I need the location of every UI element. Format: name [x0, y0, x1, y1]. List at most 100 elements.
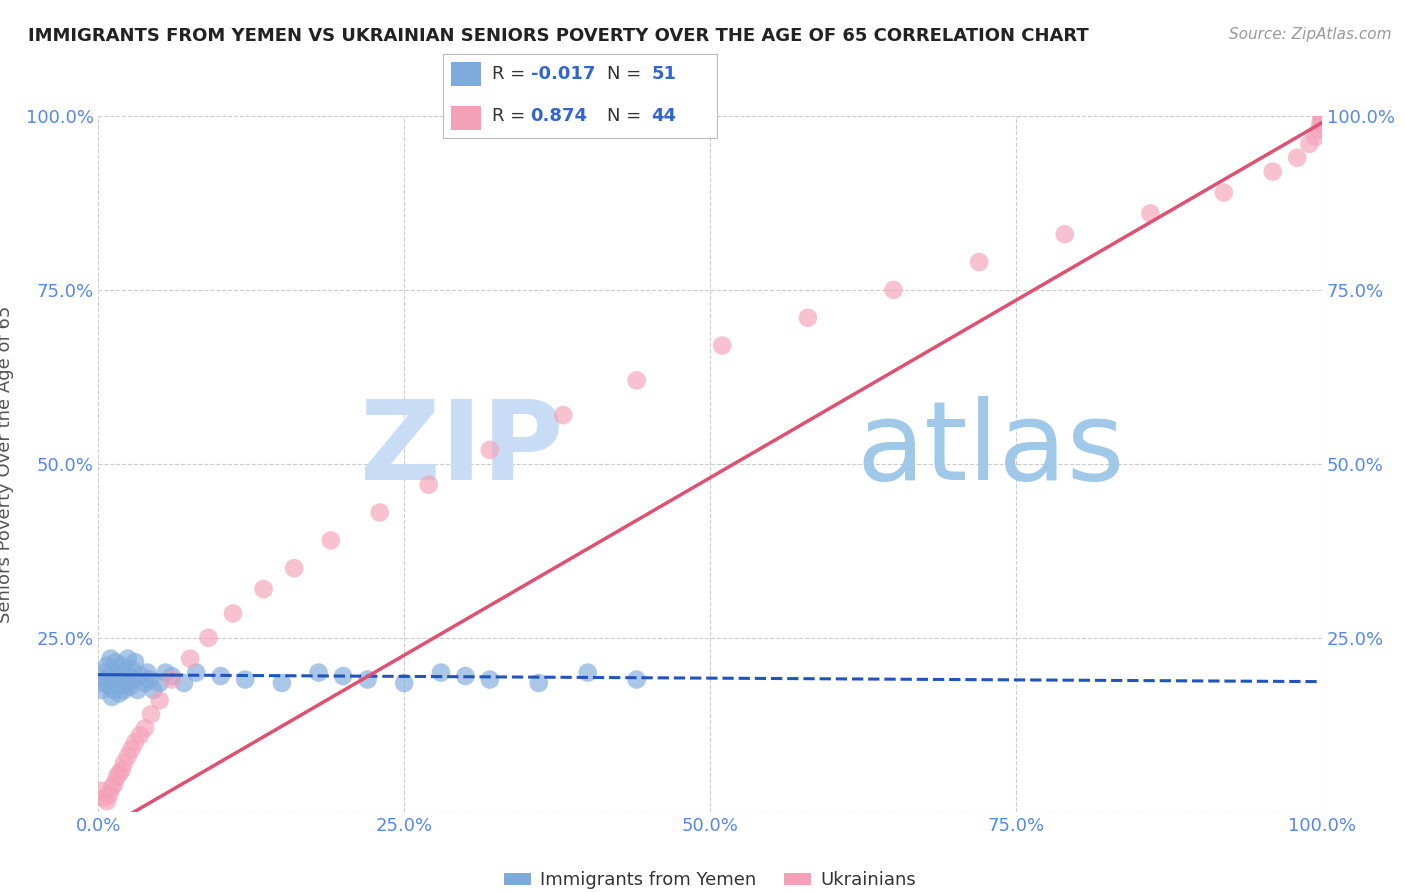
Text: Source: ZipAtlas.com: Source: ZipAtlas.com — [1229, 27, 1392, 42]
Point — [108, 686, 131, 700]
Point — [478, 442, 501, 457]
Point — [626, 673, 648, 687]
Point — [129, 669, 152, 683]
Point — [1308, 123, 1330, 137]
Text: 51: 51 — [651, 65, 676, 83]
Point — [134, 676, 156, 690]
Point — [127, 683, 149, 698]
Point — [1212, 186, 1234, 200]
Point — [111, 673, 134, 687]
Point — [103, 777, 125, 791]
Text: atlas: atlas — [856, 396, 1125, 503]
Point — [121, 673, 143, 687]
Point — [1305, 129, 1327, 144]
Point — [134, 721, 156, 735]
Point — [553, 408, 575, 422]
Point — [108, 766, 131, 780]
Point — [155, 665, 177, 680]
Point — [105, 676, 128, 690]
Point — [124, 655, 146, 669]
Point — [1310, 109, 1333, 123]
Point — [1139, 206, 1161, 220]
Point — [104, 655, 127, 669]
Point — [120, 742, 142, 756]
Point — [149, 693, 172, 707]
Point — [368, 506, 391, 520]
Point — [356, 673, 378, 687]
Point — [111, 763, 134, 777]
Point — [96, 794, 118, 808]
Point — [112, 756, 135, 770]
Point — [527, 676, 550, 690]
Point — [105, 770, 128, 784]
Point — [1261, 164, 1284, 178]
Point — [120, 662, 142, 676]
Point — [112, 683, 135, 698]
Point — [967, 255, 990, 269]
Bar — [451, 106, 481, 130]
Point — [430, 665, 453, 680]
Point — [120, 680, 142, 694]
Point — [91, 784, 114, 798]
Point — [129, 728, 152, 742]
Point — [209, 669, 232, 683]
Point — [233, 673, 256, 687]
Point — [252, 582, 274, 596]
Point — [117, 749, 139, 764]
Text: R =: R = — [492, 107, 531, 125]
Point — [118, 669, 141, 683]
Point — [392, 676, 416, 690]
Point — [179, 651, 201, 665]
Text: -0.017: -0.017 — [530, 65, 595, 83]
Point — [93, 790, 115, 805]
Point — [142, 683, 165, 698]
Point — [97, 669, 120, 683]
Point — [101, 683, 124, 698]
Point — [332, 669, 354, 683]
Text: R =: R = — [492, 65, 531, 83]
Point — [576, 665, 599, 680]
Bar — [451, 62, 481, 86]
Point — [222, 607, 245, 621]
Point — [111, 658, 134, 673]
Point — [100, 651, 122, 665]
Point — [115, 676, 138, 690]
Point — [117, 651, 139, 665]
Point — [626, 373, 648, 387]
Point — [197, 631, 219, 645]
Point — [1310, 112, 1333, 127]
Point — [160, 669, 183, 683]
Point — [96, 658, 118, 673]
Point — [270, 676, 294, 690]
Point — [160, 673, 183, 687]
Point — [883, 283, 905, 297]
Point — [94, 673, 117, 687]
Point — [319, 533, 342, 548]
Point — [101, 780, 124, 795]
Text: N =: N = — [607, 65, 647, 83]
Point — [101, 690, 124, 704]
Point — [186, 665, 208, 680]
Point — [454, 669, 477, 683]
Point — [711, 338, 734, 352]
Text: 44: 44 — [651, 107, 676, 125]
Point — [107, 669, 129, 683]
Point — [1298, 136, 1320, 151]
Point — [103, 665, 125, 680]
Text: N =: N = — [607, 107, 647, 125]
Point — [308, 665, 330, 680]
Point — [93, 665, 115, 680]
Point — [797, 310, 820, 325]
Point — [139, 673, 162, 687]
Point — [91, 683, 114, 698]
Point — [1053, 227, 1076, 242]
Point — [1309, 116, 1331, 130]
Point — [283, 561, 305, 575]
Point — [418, 477, 440, 491]
Point — [114, 665, 136, 680]
Text: 0.874: 0.874 — [530, 107, 588, 125]
Point — [136, 665, 159, 680]
Point — [139, 707, 162, 722]
Text: ZIP: ZIP — [360, 396, 564, 503]
Point — [98, 680, 121, 694]
